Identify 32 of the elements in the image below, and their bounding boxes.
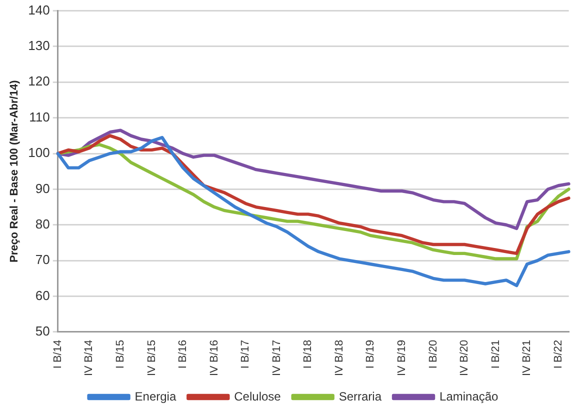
- x-tick-label: IV B/18: [333, 340, 346, 376]
- x-tick-label: IV B/19: [396, 340, 408, 376]
- y-tick-label: 60: [35, 288, 50, 303]
- x-tick-label: IV B/17: [270, 340, 283, 376]
- legend-label: Laminação: [440, 389, 499, 404]
- x-tick-label: IV B/15: [146, 340, 158, 376]
- x-tick-label: I B/14: [52, 340, 64, 369]
- x-tick-label: I B/22: [552, 340, 564, 369]
- legend-label: Energia: [134, 389, 176, 404]
- y-axis-title: Preço Real - Base 100 (Mar-Abr/14): [8, 80, 21, 262]
- legend-label: Celulose: [234, 389, 282, 404]
- y-tick-label: 110: [29, 109, 50, 124]
- x-tick-label: IV B/14: [83, 340, 96, 376]
- y-tick-label: 100: [28, 145, 50, 160]
- y-tick-label: 90: [35, 180, 50, 196]
- legend-label: Serraria: [338, 389, 382, 404]
- x-tick-label: I B/19: [364, 340, 377, 369]
- x-tick-label: I B/17: [240, 340, 252, 369]
- x-tick-label: I B/20: [427, 340, 440, 369]
- x-tick-label: IV B/20: [458, 340, 471, 376]
- x-tick-label: I B/15: [114, 340, 126, 369]
- x-tick-label: IV B/21: [521, 340, 534, 376]
- x-tick-label: I B/18: [302, 340, 314, 369]
- y-tick-label: 120: [28, 74, 50, 89]
- x-tick-label: IV B/16: [208, 340, 220, 376]
- y-tick-label: 140: [28, 2, 50, 18]
- y-tick-label: 50: [35, 324, 50, 338]
- y-tick-label: 80: [35, 216, 50, 232]
- x-tick-label: I B/21: [490, 340, 502, 369]
- y-tick-label: 130: [28, 38, 50, 54]
- y-tick-label: 70: [35, 252, 50, 268]
- x-tick-label: I B/16: [177, 340, 190, 369]
